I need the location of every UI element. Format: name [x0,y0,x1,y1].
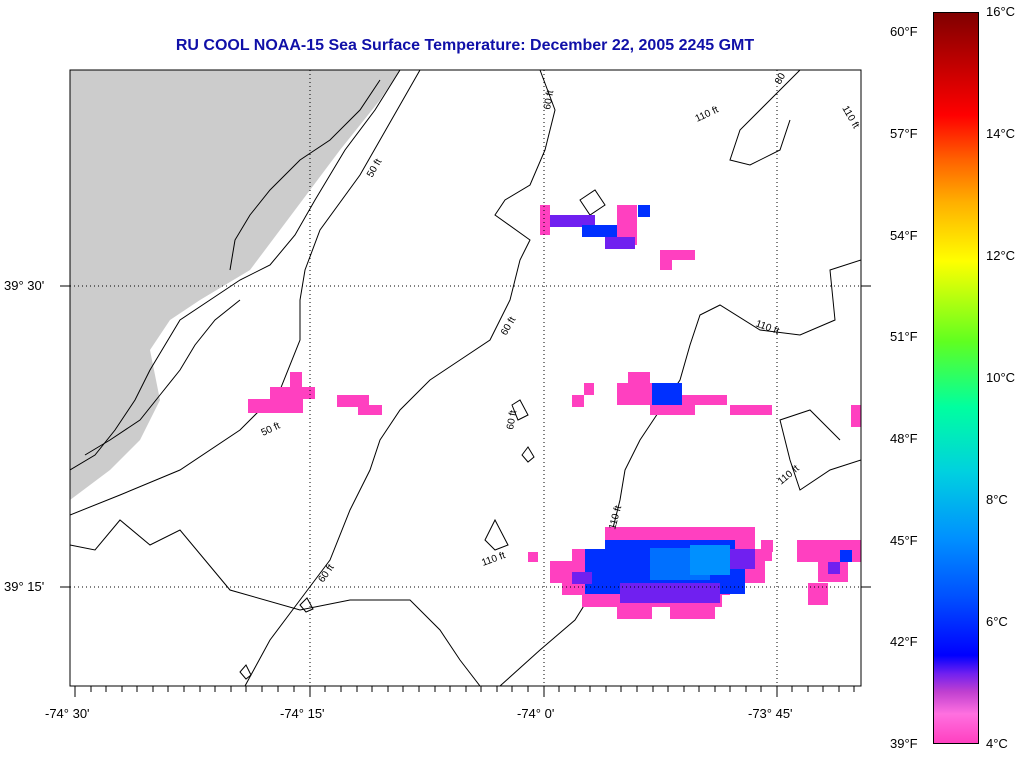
contour-80ft [729,70,801,166]
contour-misc [70,519,481,686]
map-ticks [60,285,871,697]
contour-label: 110 ft [480,550,507,569]
lon-label: -73° 45' [748,706,793,721]
contour-label: 60 ft [316,562,336,584]
contour-label: 60 ft [542,89,556,110]
contour-blob-4 [239,664,252,680]
colorbar-c-label: 4°C [986,736,1008,751]
sst-pixels [248,205,861,619]
contour-blob-2 [521,446,535,463]
colorbar-f-label: 39°F [890,736,918,751]
contour-blob-5 [484,518,509,551]
contour-label: 50 ft [260,420,282,438]
colorbar-c-label: 14°C [986,126,1016,141]
contour-blob-3 [299,597,314,613]
lon-label: -74° 30' [45,706,90,721]
coastline [70,70,401,471]
colorbar-f-label: 51°F [890,329,918,344]
contour-110ft [499,259,861,686]
graticule [70,70,861,686]
coastline-bay [229,79,381,271]
colorbar-f-label: 45°F [890,533,918,548]
coastline-inner [84,299,241,456]
contour-label: 110 ft [754,318,781,337]
colorbar-f-label: 48°F [890,431,918,446]
lat-label: 39° 15' [4,579,45,594]
contour-label: 80 [773,71,788,87]
colorbar-f-label: 42°F [890,634,918,649]
contour-label: 60 ft [499,315,518,338]
lat-label: 39° 30' [4,278,45,293]
contour-label: 110 ft [694,104,721,124]
contour-50ft [70,70,421,516]
map-title: RU COOL NOAA-15 Sea Surface Temperature:… [175,37,755,54]
lon-label: -74° 0' [517,706,555,721]
colorbar-c-label: 10°C [986,370,1016,385]
lon-label: -74° 15' [280,706,325,721]
contour-label: 60 ft [505,409,519,430]
contour-60ft [244,70,556,686]
colorbar-c-label: 16°C [986,4,1016,19]
colorbar-f-label: 57°F [890,126,918,141]
colorbar-f-label: 60°F [890,24,918,39]
contour-labels: 50 ft 50 ft 60 ft 60 ft 60 ft 60 ft 80 1… [260,71,862,585]
temperature-colorbar [933,12,979,744]
colorbar-c-label: 12°C [986,248,1016,263]
contour-blob-6 [511,399,529,421]
colorbar-c-label: 8°C [986,492,1008,507]
land-area [70,70,400,500]
colorbar-f-label: 54°F [890,228,918,243]
contour-label: 110 ft [839,104,861,131]
colorbar-c-label: 6°C [986,614,1008,629]
contour-blob-1 [579,189,606,216]
contour-110ft-b [779,409,861,491]
contour-label: 110 ft [607,504,624,531]
